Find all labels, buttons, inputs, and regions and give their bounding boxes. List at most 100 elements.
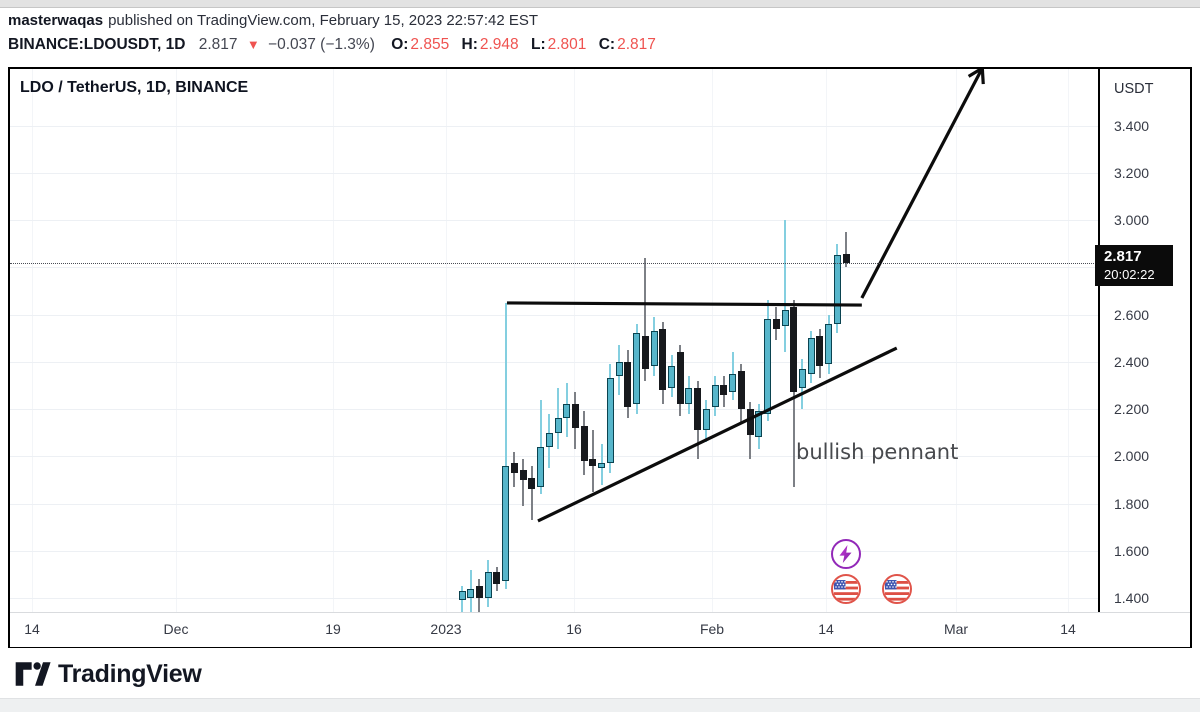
candle-body	[554, 418, 562, 433]
header: masterwaqas published on TradingView.com,…	[8, 10, 1108, 56]
candle-body	[484, 572, 492, 598]
pennant-support[interactable]	[537, 346, 898, 523]
price-tick-label: 1.800	[1114, 495, 1150, 512]
tradingview-logo-icon[interactable]	[14, 657, 51, 691]
countdown-timer: 20:02:22	[1104, 267, 1155, 283]
h-gridline	[10, 598, 1098, 599]
open-label: O:	[391, 36, 409, 53]
candle-body	[528, 477, 536, 490]
candle-wick	[792, 300, 795, 487]
us-flag-circle-icon[interactable]	[882, 574, 912, 604]
candle-body	[624, 361, 632, 407]
time-tick-label: 19	[325, 621, 341, 637]
time-axis[interactable]: 14 Dec 19 2023 16 Feb 14 Mar 14	[10, 612, 1190, 647]
v-gridline	[446, 69, 447, 612]
candle-body	[825, 323, 833, 365]
price-tick-label: 3.400	[1114, 117, 1150, 134]
last-price-tag: 2.817 20:02:22	[1095, 245, 1173, 287]
h-gridline	[10, 172, 1098, 174]
change-value: −0.037 (−1.3%)	[268, 36, 375, 53]
drawings-overlay	[506, 69, 985, 523]
candle-body	[458, 590, 466, 601]
candle-wick	[845, 232, 848, 267]
pennant-resistance[interactable]	[506, 301, 862, 307]
arrowhead[interactable]	[967, 69, 984, 78]
price-tick-label: 2.200	[1114, 401, 1150, 417]
chart-frame: LDO / TetherUS, 1D, BINANCE bullish penn…	[8, 67, 1192, 648]
candle-body	[545, 432, 553, 447]
h-gridline	[10, 409, 1098, 410]
last-price-tag-value: 2.817	[1104, 248, 1142, 266]
candle-body	[537, 446, 545, 487]
last-price-line	[10, 263, 1098, 265]
tradingview-wordmark[interactable]: TradingView	[58, 659, 202, 688]
candle-body	[676, 352, 684, 405]
low-value: 2.801	[547, 36, 587, 53]
candle-body	[571, 404, 579, 428]
low-label: L:	[530, 36, 546, 53]
candle-body	[659, 328, 667, 391]
bottom-strip	[0, 698, 1200, 712]
candle-body	[798, 368, 806, 388]
close-value: 2.817	[617, 36, 656, 53]
candle-body	[729, 373, 737, 393]
h-gridline	[10, 267, 1098, 269]
candle-body	[816, 335, 824, 367]
price-axis[interactable]: USDT 2.817 20:02:22 3.400 3.200 3.000 2.600…	[1095, 69, 1190, 612]
candle-body	[833, 255, 841, 324]
candle-body	[650, 331, 658, 367]
chart-legend[interactable]: LDO / TetherUS, 1D, BINANCE	[20, 79, 249, 96]
price-tick-label: 3.000	[1114, 212, 1150, 228]
high-label: H:	[461, 36, 478, 53]
price-tick-label: 2.600	[1114, 306, 1150, 323]
time-tick-label: Feb	[699, 621, 725, 637]
time-tick-label: 14	[818, 621, 834, 637]
v-gridline	[574, 69, 575, 612]
breakout-arrow[interactable]	[860, 69, 984, 299]
quote-line: BINANCE:LDOUSDT, 1D 2.817 ▼ −0.037 (−1.3…	[8, 33, 1108, 56]
h-gridline	[10, 314, 1098, 316]
close-label: C:	[598, 36, 616, 53]
candle-wick	[504, 302, 507, 589]
footer: TradingView	[14, 654, 202, 694]
candle-body	[711, 385, 719, 407]
candle-body	[694, 387, 702, 431]
author-name: masterwaqas	[8, 12, 104, 29]
candle-body	[493, 572, 501, 584]
attribution-text: published on TradingView.com, February 1…	[108, 12, 539, 29]
candle-body	[772, 319, 780, 329]
price-tick-label: 1.600	[1114, 542, 1150, 559]
candle-body	[606, 378, 614, 464]
flash-circle-icon[interactable]	[831, 539, 861, 569]
candle-body	[781, 309, 789, 327]
h-gridline	[10, 361, 1098, 363]
down-triangle-icon: ▼	[246, 37, 260, 52]
candle-body	[842, 254, 850, 264]
candle-body	[668, 366, 676, 388]
candle-body	[737, 371, 745, 409]
candle-body	[510, 463, 518, 473]
candle-body	[641, 335, 649, 369]
us-flag-circle-icon[interactable]	[831, 574, 861, 604]
candle-body	[580, 425, 588, 461]
plot-area[interactable]: LDO / TetherUS, 1D, BINANCE bullish penn…	[10, 69, 1100, 612]
pennant-annotation[interactable]: bullish pennant	[796, 440, 959, 464]
arrowhead[interactable]	[980, 69, 985, 85]
v-gridline	[1068, 69, 1069, 612]
time-tick-label: Dec	[163, 621, 189, 637]
v-gridline	[32, 69, 33, 612]
h-gridline	[10, 456, 1098, 458]
v-gridline	[712, 69, 713, 612]
price-axis-unit: USDT	[1114, 81, 1154, 97]
candle-body	[764, 319, 772, 414]
high-value: 2.948	[479, 36, 519, 53]
candle-body	[563, 404, 571, 419]
candle-wick	[522, 458, 525, 506]
time-tick-label: 14	[24, 621, 40, 637]
candle-body	[502, 465, 510, 582]
last-price: 2.817	[198, 36, 238, 53]
candle-body	[589, 458, 597, 466]
candle-wick	[530, 465, 533, 521]
attribution-line: masterwaqas published on TradingView.com,…	[8, 10, 1108, 31]
